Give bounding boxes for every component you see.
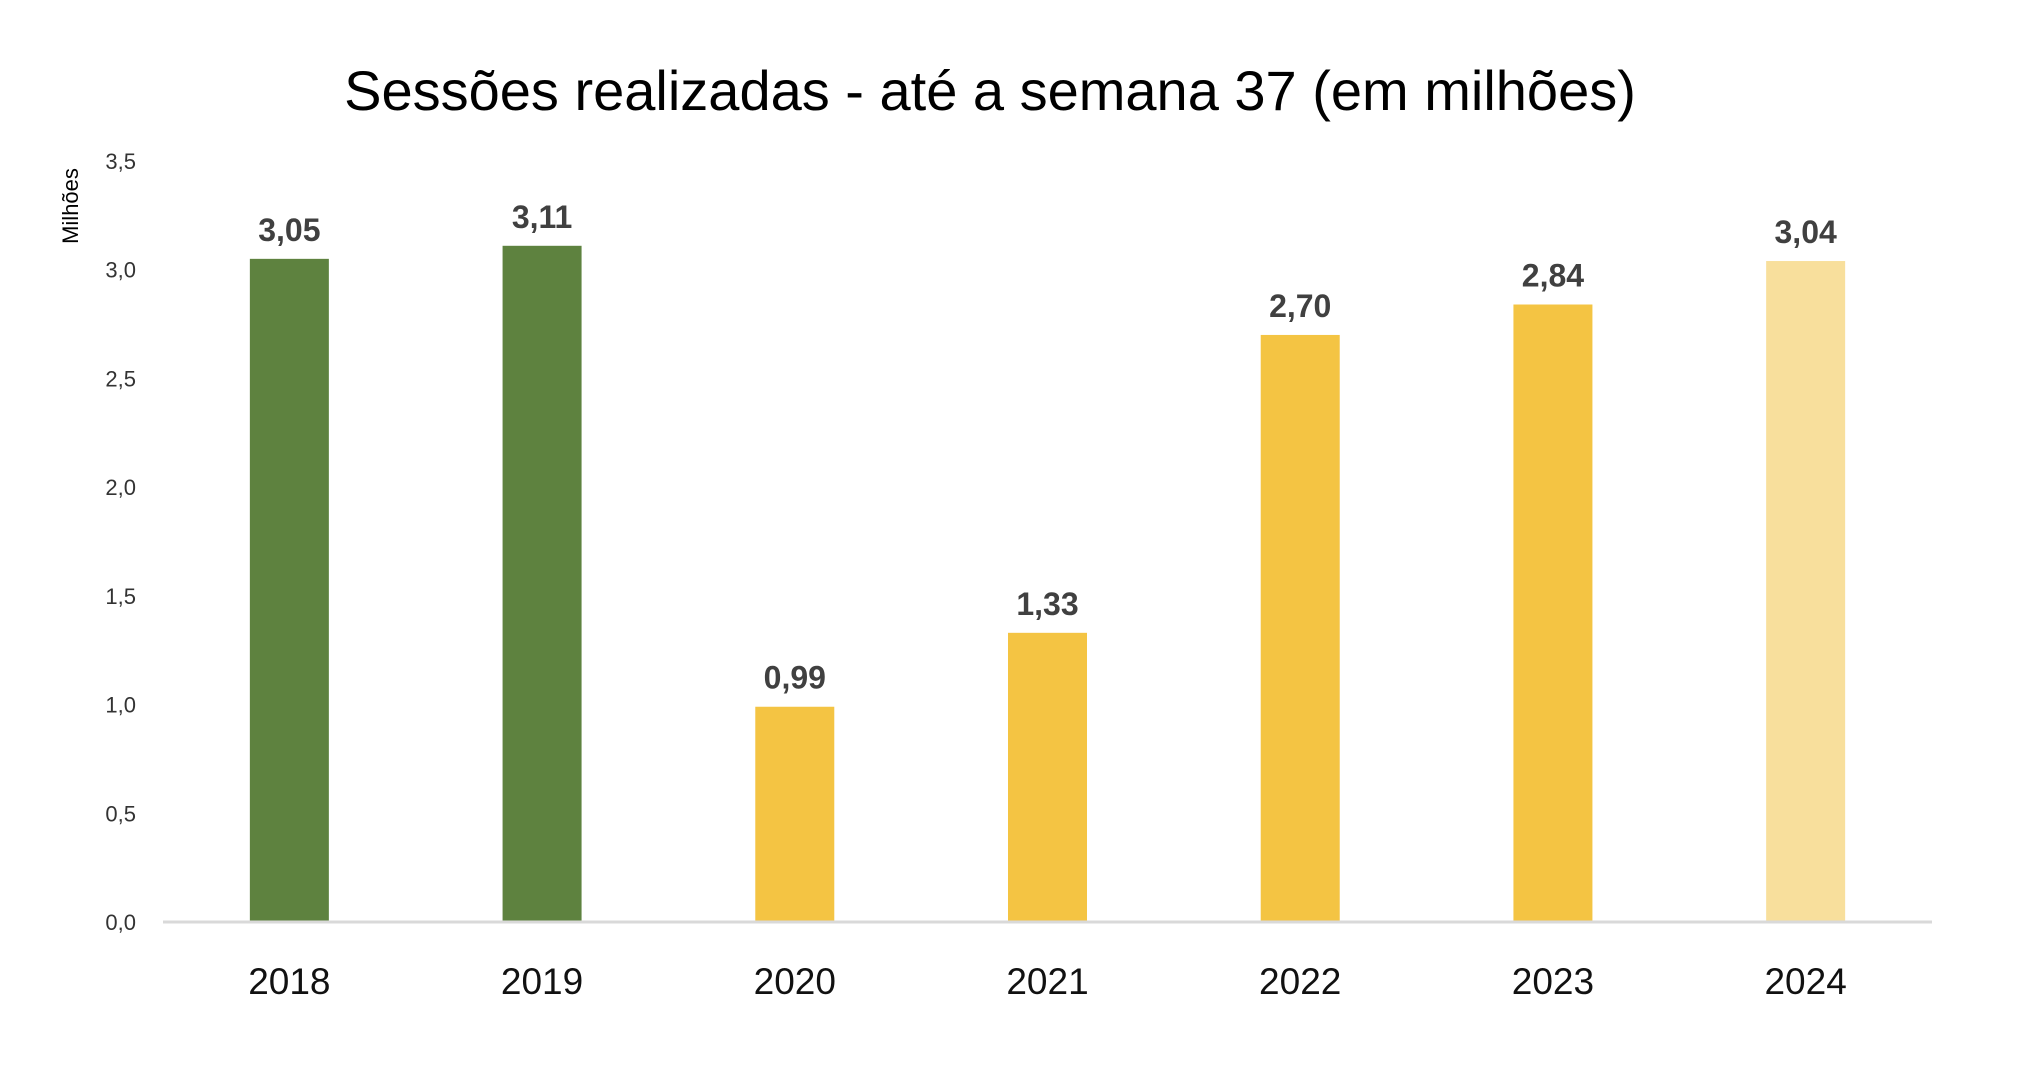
data-label: 3,04 (1775, 214, 1837, 250)
x-tick-label: 2021 (1006, 961, 1088, 1002)
x-tick-label: 2023 (1512, 961, 1594, 1002)
data-label: 2,70 (1269, 288, 1331, 324)
y-axis-label: Milhões (58, 168, 83, 244)
y-tick-label: 1,0 (105, 693, 136, 718)
data-label: 0,99 (764, 660, 826, 696)
y-tick-label: 3,0 (105, 258, 136, 283)
x-tick-label: 2024 (1764, 961, 1846, 1002)
x-tick-label: 2022 (1259, 961, 1341, 1002)
y-tick-label: 0,5 (105, 801, 136, 826)
y-tick-label: 3,5 (105, 149, 136, 174)
y-tick-label: 2,0 (105, 475, 136, 500)
chart-title: Sessões realizadas - até a semana 37 (em… (344, 59, 1636, 122)
bar-2020 (755, 706, 835, 922)
y-tick-label: 1,5 (105, 584, 136, 609)
data-label: 2,84 (1522, 258, 1584, 294)
bar-2024 (1766, 261, 1846, 922)
y-tick-label: 2,5 (105, 366, 136, 391)
data-label: 3,05 (258, 212, 320, 248)
bar-2019 (502, 245, 582, 923)
bar-2023 (1513, 304, 1593, 922)
y-tick-label: 0,0 (105, 910, 136, 935)
x-tick-label: 2020 (754, 961, 836, 1002)
x-tick-label: 2018 (248, 961, 330, 1002)
x-tick-label: 2019 (501, 961, 583, 1002)
data-label: 3,11 (512, 199, 573, 235)
data-label: 1,33 (1016, 586, 1078, 622)
bar-2022 (1260, 334, 1340, 922)
bar-2018 (249, 258, 329, 922)
bar-2021 (1008, 632, 1087, 922)
